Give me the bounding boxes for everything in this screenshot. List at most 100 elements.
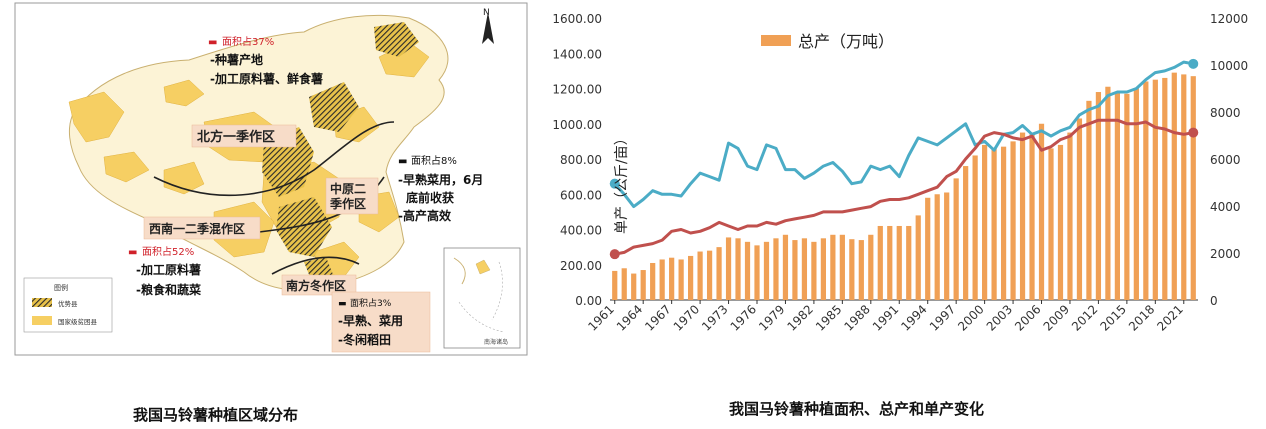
southwest-use-1: -加工原料薯 bbox=[136, 262, 201, 277]
bar-2012 bbox=[1095, 92, 1102, 301]
central-use-2: 底前收获 bbox=[406, 190, 454, 205]
x-tick-label-2012: 2012 bbox=[1069, 302, 1100, 333]
bar-1980 bbox=[792, 240, 798, 300]
zone-southwest-name: 西南一二季混作区 bbox=[149, 221, 245, 236]
y-left-tick-label: 1000.00 bbox=[552, 118, 602, 132]
bar-1993 bbox=[915, 215, 921, 300]
bar-1988 bbox=[868, 234, 874, 300]
bar-1990 bbox=[887, 225, 893, 300]
y-right-tick-label: 4000 bbox=[1210, 200, 1241, 214]
y-left-tick-label: 200.00 bbox=[560, 259, 602, 273]
south-use-1: -早熟、菜用 bbox=[338, 313, 403, 328]
north-arrow-icon: N bbox=[482, 8, 494, 44]
southwest-share: 面积占52% bbox=[142, 245, 194, 258]
north-label: N bbox=[483, 8, 490, 18]
bar-1992 bbox=[906, 225, 912, 300]
y-right-tick-label: 10000 bbox=[1210, 59, 1248, 73]
y-left-tick-label: 400.00 bbox=[560, 224, 602, 238]
bar-1971 bbox=[706, 250, 713, 300]
x-tick-label-2000: 2000 bbox=[955, 302, 986, 333]
legend-bar-swatch bbox=[761, 35, 791, 46]
x-tick-label-1985: 1985 bbox=[813, 302, 844, 333]
zone-southwest: 西南一二季混作区 bbox=[143, 216, 261, 240]
bar-1997 bbox=[953, 178, 959, 300]
zone-central: 中原二 季作区 bbox=[325, 177, 379, 215]
map-legend: 图例 优势县 国家级贫困县 bbox=[23, 277, 113, 333]
x-tick-label-1991: 1991 bbox=[870, 302, 901, 333]
y-left-tick-label: 1400.00 bbox=[552, 47, 602, 61]
bar-1979 bbox=[782, 234, 789, 300]
x-tick-label-2021: 2021 bbox=[1154, 302, 1185, 333]
bar-1991 bbox=[896, 225, 902, 300]
x-tick-label-1967: 1967 bbox=[642, 302, 673, 333]
southwest-use-2: -粮食和蔬菜 bbox=[136, 282, 201, 297]
x-tick-label-1988: 1988 bbox=[841, 302, 872, 333]
zone-central-name-2: 季作区 bbox=[329, 196, 366, 211]
bar-1978 bbox=[773, 238, 779, 300]
bar-2013 bbox=[1105, 86, 1111, 300]
svg-text:▬: ▬ bbox=[398, 156, 407, 167]
bar-1975 bbox=[744, 241, 751, 300]
bar-2005 bbox=[1029, 134, 1035, 300]
inset-label: 南海诸岛 bbox=[484, 338, 508, 346]
bar-2009 bbox=[1067, 132, 1073, 300]
bar-1994 bbox=[925, 197, 931, 300]
bar-1998 bbox=[963, 166, 969, 300]
line-series-1 bbox=[613, 60, 1194, 209]
y-right-tick-label: 2000 bbox=[1210, 247, 1241, 261]
annotation-central: ▬ 面积占8% -早熟菜用，6月 底前收获 -高产高效 bbox=[398, 154, 483, 223]
bar-1973 bbox=[725, 237, 732, 300]
y-left-tick-label: 800.00 bbox=[560, 153, 602, 167]
north-use-1: -种薯产地 bbox=[210, 52, 263, 67]
line-2-end-marker bbox=[1188, 127, 1199, 138]
legend-swatch-poor bbox=[32, 316, 52, 325]
zone-north-name: 北方一季作区 bbox=[197, 129, 275, 145]
line-series-2 bbox=[614, 118, 1194, 256]
bar-1974 bbox=[735, 238, 741, 300]
line-2-start-marker bbox=[609, 249, 620, 260]
bar-1981 bbox=[801, 238, 808, 300]
china-potato-map: N 北方一季作区 中原二 季作区 西南一二季混作区 南方冬作区 ▬ 面积占37%… bbox=[14, 2, 528, 356]
y-left-tick-label: 600.00 bbox=[560, 188, 602, 202]
bar-2019 bbox=[1162, 77, 1168, 300]
svg-text:▬: ▬ bbox=[128, 247, 137, 258]
bar-2021 bbox=[1181, 74, 1187, 301]
chart-legend: 总产（万吨） bbox=[761, 32, 894, 51]
bar-2006 bbox=[1038, 123, 1045, 300]
bar-2022 bbox=[1190, 76, 1196, 300]
y-left-tick-label: 0.00 bbox=[575, 294, 602, 308]
south-use-2: -冬闲稻田 bbox=[338, 332, 391, 347]
x-tick-label-1970: 1970 bbox=[671, 302, 702, 333]
annotation-north: ▬ 面积占37% -种薯产地 -加工原料薯、鲜食薯 bbox=[208, 35, 323, 86]
x-tick-label-2018: 2018 bbox=[1126, 302, 1157, 333]
zone-south: 南方冬作区 bbox=[281, 274, 357, 296]
y-left-axis-label: 单产（公斤/亩） bbox=[613, 131, 630, 234]
dominant-county-regions bbox=[262, 22, 419, 287]
bar-2002 bbox=[1000, 146, 1007, 300]
north-use-2: -加工原料薯、鲜食薯 bbox=[210, 71, 323, 86]
y-right-tick-label: 0 bbox=[1210, 294, 1218, 308]
zone-south-name: 南方冬作区 bbox=[286, 278, 346, 293]
bar-1967 bbox=[669, 257, 675, 300]
x-tick-label-2006: 2006 bbox=[1012, 302, 1043, 333]
bar-2001 bbox=[991, 148, 997, 300]
legend-title: 图例 bbox=[54, 283, 68, 292]
zone-north: 北方一季作区 bbox=[191, 124, 297, 148]
bar-1984 bbox=[830, 234, 836, 300]
south-sea-inset: 南海诸岛 bbox=[443, 247, 521, 349]
bar-1961 bbox=[612, 270, 618, 300]
x-tick-label-2009: 2009 bbox=[1041, 302, 1072, 333]
bar-1965 bbox=[650, 262, 656, 300]
y-right-tick-label: 12000 bbox=[1210, 12, 1248, 26]
bar-1995 bbox=[934, 194, 940, 300]
bar-1996 bbox=[944, 192, 950, 300]
bar-1999 bbox=[972, 155, 978, 300]
bar-1983 bbox=[820, 238, 826, 300]
central-use-3: -高产高效 bbox=[398, 208, 452, 223]
bar-1977 bbox=[763, 241, 770, 300]
legend-bar-label: 总产（万吨） bbox=[798, 32, 894, 51]
svg-text:▬: ▬ bbox=[208, 37, 217, 48]
x-tick-label-1964: 1964 bbox=[614, 302, 645, 333]
bar-2010 bbox=[1076, 118, 1083, 301]
chart-panel: 0.00 200.00 400.00 600.00 800.00 1000.00 1200.… bbox=[546, 4, 1258, 356]
